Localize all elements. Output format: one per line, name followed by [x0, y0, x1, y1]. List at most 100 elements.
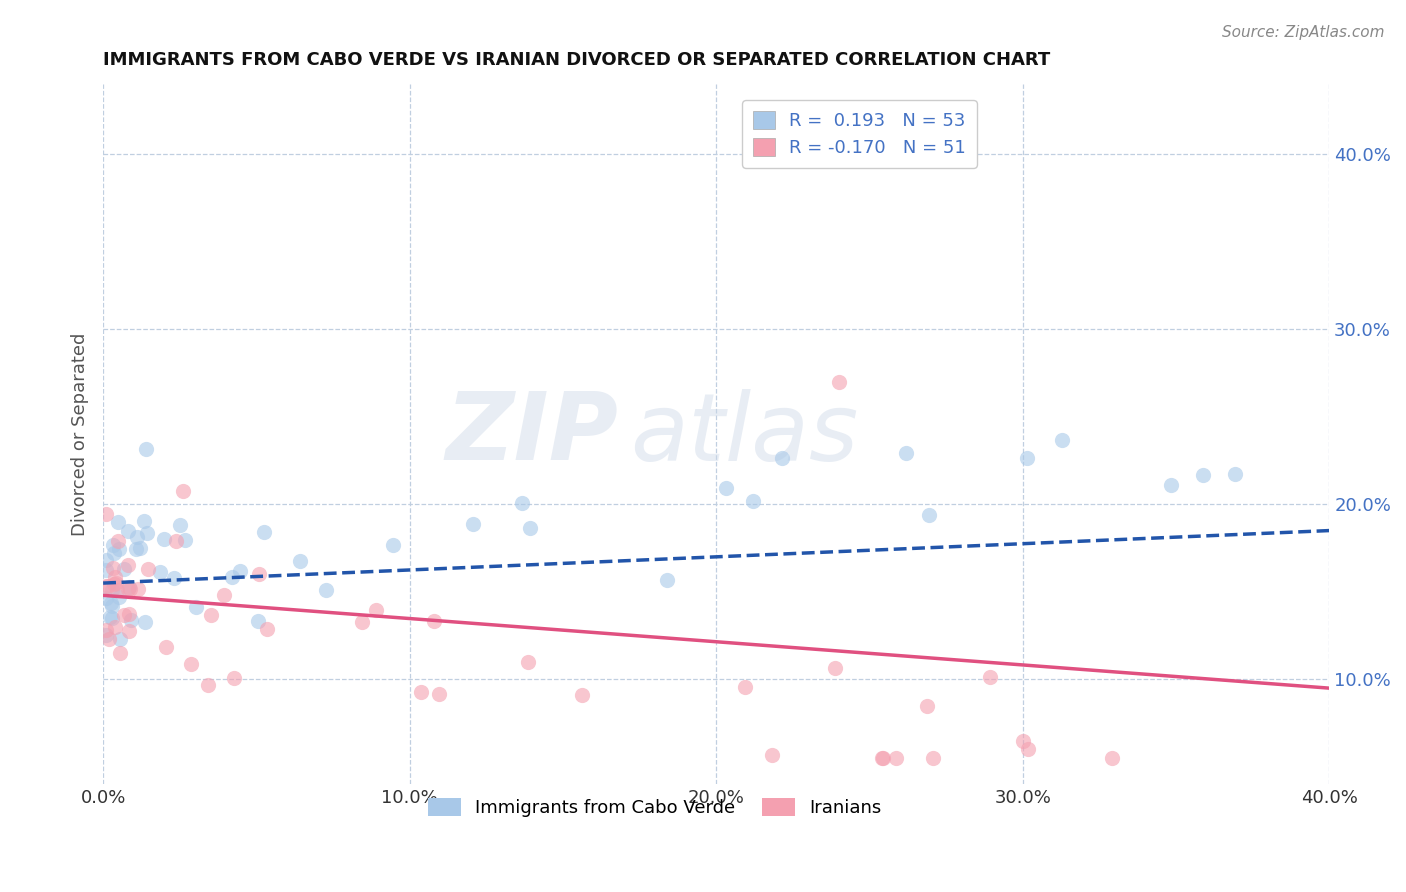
- Point: [1225, 467, 1247, 481]
- Point: [824, 660, 846, 674]
- Point: [135, 442, 157, 456]
- Point: [229, 564, 252, 578]
- Point: [197, 678, 219, 692]
- Point: [884, 751, 907, 765]
- Point: [107, 515, 129, 529]
- Text: ZIP: ZIP: [446, 388, 619, 480]
- Point: [915, 699, 938, 714]
- Point: [155, 640, 177, 655]
- Point: [97, 579, 120, 593]
- Point: [894, 445, 917, 459]
- Point: [101, 583, 124, 598]
- Point: [117, 558, 139, 573]
- Point: [125, 541, 148, 556]
- Point: [118, 582, 141, 596]
- Point: [212, 588, 235, 602]
- Point: [382, 538, 405, 552]
- Text: IMMIGRANTS FROM CABO VERDE VS IRANIAN DIVORCED OR SEPARATED CORRELATION CHART: IMMIGRANTS FROM CABO VERDE VS IRANIAN DI…: [103, 51, 1050, 69]
- Point: [979, 670, 1001, 684]
- Point: [918, 508, 941, 523]
- Text: atlas: atlas: [630, 389, 859, 480]
- Point: [149, 565, 172, 579]
- Point: [129, 541, 152, 555]
- Point: [112, 608, 135, 623]
- Point: [169, 518, 191, 533]
- Point: [103, 577, 125, 591]
- Point: [96, 553, 118, 567]
- Point: [127, 582, 149, 596]
- Point: [165, 533, 187, 548]
- Point: [96, 563, 118, 577]
- Point: [1011, 733, 1033, 747]
- Point: [872, 751, 894, 765]
- Point: [96, 623, 118, 637]
- Point: [96, 627, 118, 641]
- Point: [1160, 478, 1182, 492]
- Point: [184, 600, 207, 615]
- Point: [112, 562, 135, 576]
- Point: [153, 533, 176, 547]
- Point: [364, 603, 387, 617]
- Point: [117, 582, 139, 596]
- Point: [761, 748, 783, 763]
- Text: Source: ZipAtlas.com: Source: ZipAtlas.com: [1222, 25, 1385, 40]
- Point: [1192, 468, 1215, 483]
- Point: [247, 614, 270, 628]
- Point: [253, 524, 276, 539]
- Point: [117, 524, 139, 538]
- Point: [105, 575, 128, 590]
- Point: [1017, 742, 1039, 756]
- Point: [200, 607, 222, 622]
- Point: [96, 508, 118, 522]
- Point: [107, 533, 129, 548]
- Point: [734, 680, 756, 694]
- Point: [180, 657, 202, 671]
- Point: [423, 614, 446, 628]
- Point: [108, 591, 131, 605]
- Point: [256, 622, 278, 636]
- Point: [101, 599, 124, 613]
- Point: [770, 450, 793, 465]
- Point: [224, 671, 246, 685]
- Point: [174, 533, 197, 547]
- Point: [107, 582, 129, 597]
- Point: [118, 580, 141, 594]
- Point: [716, 481, 738, 495]
- Point: [461, 517, 484, 532]
- Point: [510, 496, 533, 510]
- Point: [519, 520, 541, 534]
- Point: [221, 570, 243, 584]
- Point: [828, 375, 851, 389]
- Point: [315, 582, 337, 597]
- Point: [136, 562, 159, 576]
- Point: [100, 610, 122, 624]
- Point: [922, 751, 945, 765]
- Point: [118, 607, 141, 622]
- Point: [96, 579, 118, 593]
- Point: [1052, 434, 1074, 448]
- Point: [96, 591, 118, 606]
- Point: [103, 537, 125, 551]
- Point: [172, 484, 194, 499]
- Point: [163, 571, 186, 585]
- Point: [411, 685, 433, 699]
- Point: [1015, 451, 1038, 466]
- Point: [103, 546, 125, 560]
- Point: [870, 751, 893, 765]
- Point: [108, 632, 131, 647]
- Point: [427, 687, 450, 701]
- Point: [108, 646, 131, 660]
- Point: [100, 596, 122, 610]
- Point: [134, 514, 156, 528]
- Point: [108, 542, 131, 557]
- Point: [134, 615, 156, 629]
- Point: [657, 574, 679, 588]
- Point: [104, 570, 127, 584]
- Point: [742, 494, 765, 508]
- Point: [118, 624, 141, 639]
- Point: [104, 620, 127, 634]
- Point: [135, 526, 157, 541]
- Point: [97, 632, 120, 646]
- Point: [1101, 751, 1123, 765]
- Legend: Immigrants from Cabo Verde, Iranians: Immigrants from Cabo Verde, Iranians: [420, 790, 889, 824]
